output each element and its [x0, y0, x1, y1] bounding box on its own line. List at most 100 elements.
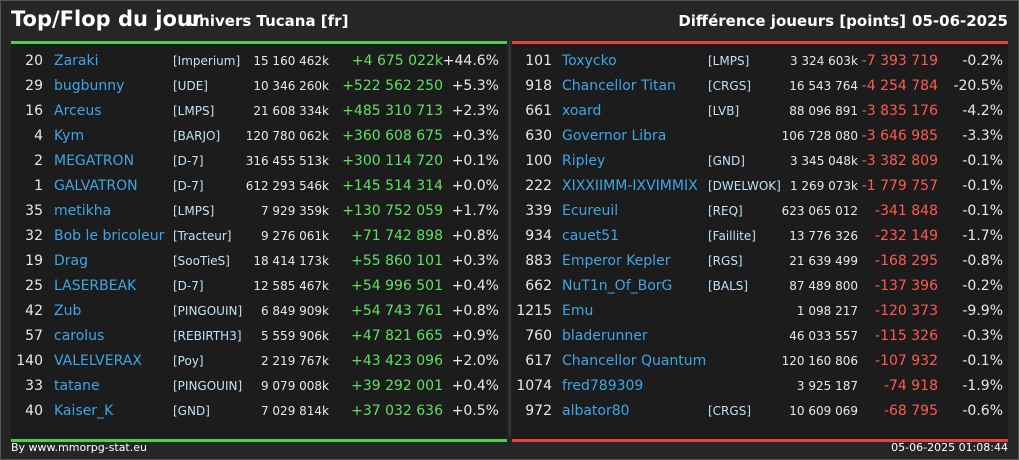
- flop-row: 662 NuT1n_Of_BorG [BALS] 87 489 800 -137 396…: [512, 274, 1008, 299]
- points-difference: +300 114 720: [342, 153, 443, 169]
- player-name-link[interactable]: tatane: [54, 378, 100, 394]
- player-name-link[interactable]: carolus: [54, 328, 105, 344]
- player-rank: 19: [25, 253, 43, 269]
- panel-divider: [509, 41, 510, 436]
- player-name-link[interactable]: metikha: [54, 203, 112, 219]
- percent-change: +0.1%: [451, 153, 499, 169]
- player-name-link[interactable]: Arceus: [54, 103, 102, 119]
- player-name-link[interactable]: Emperor Kepler: [562, 253, 671, 269]
- points-difference: +54 996 501: [351, 278, 443, 294]
- points-difference: -137 396: [875, 278, 938, 294]
- top-row: 1 GALVATRON [D-7] 612 293 546k +145 514 314 +…: [11, 174, 507, 199]
- player-points: 3 925 187: [796, 379, 858, 393]
- points-difference: -107 932: [875, 353, 938, 369]
- percent-change: +44.6%: [442, 53, 499, 69]
- top-row: 2 MEGATRON [D-7] 316 455 513k +300 114 720 +0…: [11, 149, 507, 174]
- player-rank: 2: [34, 153, 43, 169]
- player-name-link[interactable]: fred789309: [562, 378, 644, 394]
- flop-row: 101 Toxycko [LMPS] 3 324 603k -7 393 719 -0.2…: [512, 49, 1008, 74]
- player-points: 5 559 906k: [260, 329, 329, 343]
- player-name-link[interactable]: Toxycko: [562, 53, 617, 69]
- player-rank: 29: [25, 78, 43, 94]
- player-name-link[interactable]: Bob le bricoleur: [54, 228, 165, 244]
- player-name-link[interactable]: xoard: [562, 103, 602, 119]
- player-name-link[interactable]: bugbunny: [54, 78, 125, 94]
- top-row: 25 LASERBEAK [D-7] 12 585 467k +54 996 501 +0…: [11, 274, 507, 299]
- player-points: 16 543 764: [789, 79, 858, 93]
- points-difference: +4 675 022k: [351, 53, 443, 69]
- player-points: 623 065 012: [781, 204, 858, 218]
- percent-change: -9.9%: [962, 303, 1003, 319]
- player-points: 3 324 603k: [789, 54, 858, 68]
- alliance-tag: [REQ]: [708, 204, 743, 218]
- player-points: 21 639 499: [789, 254, 858, 268]
- player-name-link[interactable]: cauet51: [562, 228, 620, 244]
- player-name-link[interactable]: bladerunner: [562, 328, 648, 344]
- player-name-link[interactable]: Zaraki: [54, 53, 99, 69]
- player-name-link[interactable]: XIXXIIMM-IXVIMMIX: [562, 178, 698, 194]
- player-name-link[interactable]: Emu: [562, 303, 594, 319]
- flop-row: 100 Ripley [GND] 3 345 048k -3 382 809 -0.1%: [512, 149, 1008, 174]
- player-points: 10 346 260k: [253, 79, 329, 93]
- player-name-link[interactable]: Chancellor Quantum: [562, 353, 707, 369]
- top-gainers-panel: 20 Zaraki [Imperium] 15 160 462k +4 675 022k…: [11, 41, 507, 442]
- alliance-tag: [LMPS]: [173, 204, 215, 218]
- player-points: 120 780 062k: [245, 129, 329, 143]
- percent-change: +2.0%: [451, 353, 499, 369]
- points-difference: -232 149: [875, 228, 938, 244]
- top-row: 57 carolus [REBIRTH3] 5 559 906k +47 821 665…: [11, 324, 507, 349]
- player-name-link[interactable]: Drag: [54, 253, 89, 269]
- top-row: 35 metikha [LMPS] 7 929 359k +130 752 059 +1.…: [11, 199, 507, 224]
- player-name-link[interactable]: albator80: [562, 403, 630, 419]
- player-rank: 25: [25, 278, 43, 294]
- player-points: 15 160 462k: [253, 54, 329, 68]
- flop-row: 339 Ecureuil [REQ] 623 065 012 -341 848 -0.1%: [512, 199, 1008, 224]
- percent-change: +0.5%: [451, 403, 499, 419]
- player-name-link[interactable]: Ecureuil: [562, 203, 619, 219]
- player-name-link[interactable]: GALVATRON: [54, 178, 138, 194]
- flop-row: 934 cauet51 [Faillite] 13 776 326 -232 149 -1…: [512, 224, 1008, 249]
- player-name-link[interactable]: LASERBEAK: [54, 278, 137, 294]
- player-rank: 16: [25, 103, 43, 119]
- player-name-link[interactable]: VALELVERAX: [54, 353, 142, 369]
- points-difference: -1 779 757: [861, 178, 938, 194]
- top-row: 16 Arceus [LMPS] 21 608 334k +485 310 713 +2.…: [11, 99, 507, 124]
- alliance-tag: [D-7]: [173, 179, 204, 193]
- player-points: 12 585 467k: [253, 279, 329, 293]
- points-difference: +360 608 675: [342, 128, 443, 144]
- player-name-link[interactable]: MEGATRON: [54, 153, 135, 169]
- player-name-link[interactable]: Governor Libra: [562, 128, 667, 144]
- player-rank: 1: [34, 178, 43, 194]
- player-rank: 617: [525, 353, 552, 369]
- player-points: 2 219 767k: [260, 354, 329, 368]
- player-rank: 101: [525, 53, 552, 69]
- percent-change: -1.9%: [962, 378, 1003, 394]
- points-difference: +47 821 665: [351, 328, 443, 344]
- report-date: 05-06-2025: [912, 12, 1008, 30]
- percent-change: -0.2%: [962, 278, 1003, 294]
- alliance-tag: [UDE]: [173, 79, 208, 93]
- player-points: 316 455 513k: [245, 154, 329, 168]
- player-name-link[interactable]: Kym: [54, 128, 85, 144]
- top-row: 33 tatane [PINGOUIN] 9 079 008k +39 292 001 +…: [11, 374, 507, 399]
- player-points: 46 033 557: [789, 329, 858, 343]
- player-name-link[interactable]: Chancellor Titan: [562, 78, 676, 94]
- player-name-link[interactable]: NuT1n_Of_BorG: [562, 278, 673, 294]
- player-name-link[interactable]: Kaiser_K: [54, 403, 114, 419]
- points-difference: -3 835 176: [861, 103, 938, 119]
- player-rank: 222: [525, 178, 552, 194]
- player-points: 3 345 048k: [789, 154, 858, 168]
- source-credit: By www.mmorpg-stat.eu: [11, 441, 147, 454]
- player-name-link[interactable]: Zub: [54, 303, 82, 319]
- player-rank: 760: [525, 328, 552, 344]
- flop-row: 1215 Emu 1 098 217 -120 373 -9.9%: [512, 299, 1008, 324]
- player-rank: 1074: [516, 378, 552, 394]
- alliance-tag: [RGS]: [708, 254, 743, 268]
- alliance-tag: [CRGS]: [708, 79, 751, 93]
- alliance-tag: [PINGOUIN]: [173, 379, 243, 393]
- percent-change: +0.4%: [451, 378, 499, 394]
- points-difference: -3 646 985: [861, 128, 938, 144]
- top-row: 29 bugbunny [UDE] 10 346 260k +522 562 250 +5…: [11, 74, 507, 99]
- points-difference: -3 382 809: [861, 153, 938, 169]
- player-name-link[interactable]: Ripley: [562, 153, 606, 169]
